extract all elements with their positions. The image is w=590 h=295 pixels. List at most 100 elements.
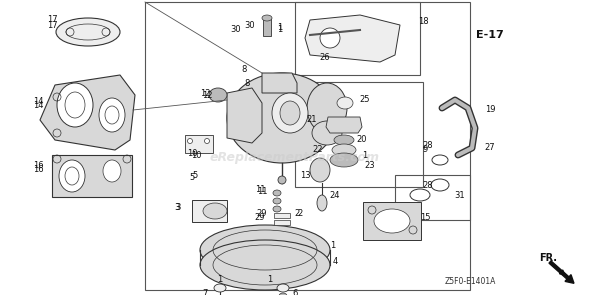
Text: 1: 1	[330, 240, 336, 250]
Ellipse shape	[56, 18, 120, 46]
Ellipse shape	[99, 98, 125, 132]
Polygon shape	[262, 73, 297, 93]
Bar	[263, 18, 271, 36]
Text: 3: 3	[175, 204, 181, 212]
Text: 18: 18	[418, 17, 428, 27]
Ellipse shape	[279, 293, 287, 295]
Text: 3: 3	[174, 202, 180, 212]
Text: 8: 8	[241, 65, 247, 75]
Text: 2: 2	[297, 209, 303, 219]
Circle shape	[205, 138, 209, 143]
Ellipse shape	[273, 198, 281, 204]
Bar	[363, 202, 421, 240]
Polygon shape	[40, 75, 135, 150]
Ellipse shape	[374, 209, 410, 233]
Text: 25: 25	[360, 96, 371, 104]
Text: E-17: E-17	[476, 30, 504, 40]
Text: 20: 20	[357, 135, 367, 145]
Ellipse shape	[334, 135, 354, 145]
Text: 5: 5	[189, 173, 195, 183]
Text: 5: 5	[192, 171, 198, 179]
Text: 9: 9	[422, 145, 428, 155]
Text: 11: 11	[255, 186, 266, 194]
Ellipse shape	[337, 97, 353, 109]
Text: 29: 29	[255, 214, 266, 222]
Ellipse shape	[227, 73, 337, 163]
Text: 27: 27	[485, 143, 496, 153]
Ellipse shape	[57, 83, 93, 127]
Ellipse shape	[203, 203, 227, 219]
Text: 17: 17	[47, 20, 57, 30]
Ellipse shape	[273, 190, 281, 196]
Ellipse shape	[278, 176, 286, 184]
Text: 1: 1	[277, 24, 283, 32]
Text: 11: 11	[257, 186, 267, 196]
Text: FR.: FR.	[539, 253, 557, 263]
Bar	[145, 2, 470, 290]
Text: 1: 1	[362, 150, 368, 160]
Ellipse shape	[330, 153, 358, 167]
Ellipse shape	[59, 160, 85, 192]
Text: eReplacementParts.com: eReplacementParts.com	[210, 152, 380, 165]
Polygon shape	[227, 88, 262, 143]
Text: 24: 24	[330, 191, 340, 199]
Text: 26: 26	[320, 53, 330, 63]
Text: 1: 1	[217, 276, 222, 284]
Text: 21: 21	[307, 116, 317, 124]
Ellipse shape	[272, 93, 308, 133]
Ellipse shape	[307, 83, 347, 133]
Text: 30: 30	[245, 20, 255, 30]
Text: 15: 15	[419, 214, 430, 222]
Bar	[274, 213, 290, 218]
Ellipse shape	[200, 240, 330, 290]
Text: 19: 19	[485, 106, 495, 114]
Text: 12: 12	[202, 91, 212, 99]
Text: Z5F0-E1401A: Z5F0-E1401A	[444, 278, 496, 286]
Ellipse shape	[312, 121, 342, 145]
Text: 4: 4	[332, 258, 337, 266]
Ellipse shape	[310, 158, 330, 182]
Bar	[52, 155, 132, 197]
Text: 30: 30	[231, 25, 241, 35]
Polygon shape	[305, 15, 400, 62]
Ellipse shape	[332, 144, 356, 156]
Text: 22: 22	[313, 145, 323, 155]
Text: 28: 28	[422, 181, 433, 189]
Text: 29: 29	[257, 209, 267, 219]
Ellipse shape	[200, 225, 330, 275]
Text: 1: 1	[277, 25, 283, 35]
FancyArrow shape	[549, 261, 574, 283]
Text: 23: 23	[365, 160, 375, 170]
Text: 17: 17	[47, 16, 57, 24]
Bar	[185, 135, 213, 153]
Bar	[274, 220, 290, 225]
Text: 12: 12	[200, 88, 210, 98]
Text: 16: 16	[32, 165, 43, 175]
Ellipse shape	[209, 88, 227, 102]
Text: 7: 7	[202, 289, 208, 295]
Bar	[295, 2, 420, 75]
Text: 2: 2	[294, 209, 300, 217]
Ellipse shape	[214, 284, 226, 292]
Text: 10: 10	[187, 148, 197, 158]
Bar	[295, 82, 423, 187]
Ellipse shape	[280, 101, 300, 125]
Polygon shape	[326, 117, 362, 133]
Ellipse shape	[320, 28, 340, 48]
Text: 31: 31	[455, 191, 466, 199]
Bar	[395, 175, 470, 220]
Text: 8: 8	[244, 78, 250, 88]
Ellipse shape	[317, 195, 327, 211]
Ellipse shape	[277, 284, 289, 292]
Circle shape	[188, 138, 192, 143]
Text: 6: 6	[292, 289, 298, 295]
Ellipse shape	[273, 206, 281, 212]
Text: 16: 16	[32, 160, 43, 170]
Text: 10: 10	[191, 150, 201, 160]
Ellipse shape	[103, 160, 121, 182]
Text: 14: 14	[33, 101, 43, 109]
Bar	[192, 200, 227, 222]
Text: 13: 13	[300, 171, 310, 179]
Ellipse shape	[262, 15, 272, 21]
Text: 28: 28	[422, 140, 433, 150]
